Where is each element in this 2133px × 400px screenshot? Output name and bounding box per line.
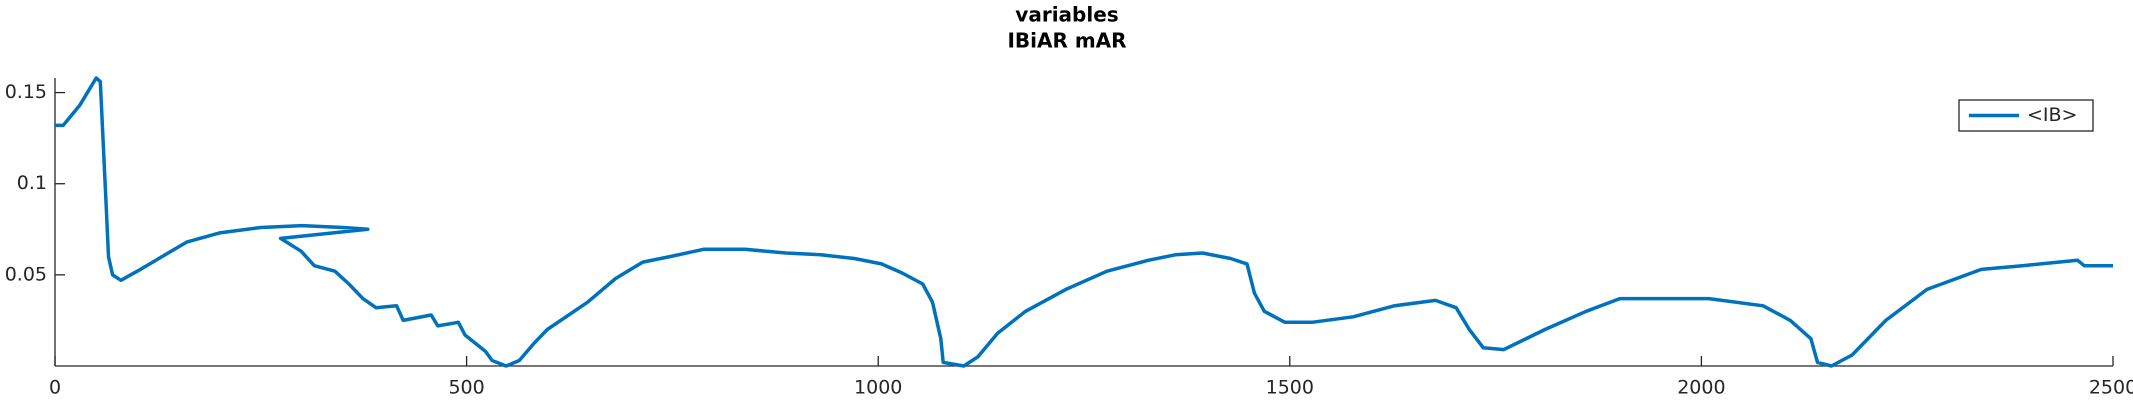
chart-subtitle: IBiAR mAR [1007,29,1126,53]
x-tick-label: 1000 [854,377,902,399]
y-tick-label: 0.15 [5,81,47,103]
x-tick-label: 1500 [1266,377,1314,399]
chart-title: variables [1015,3,1118,27]
data-line [55,76,2113,368]
legend-label: <IB> [2027,104,2077,126]
x-tick-label: 0 [49,377,61,399]
y-tick-label: 0.1 [17,172,47,194]
y-tick-label: 0.05 [5,263,47,285]
x-tick-label: 2500 [2089,377,2133,399]
x-tick-label: 500 [448,377,484,399]
x-tick-label: 2000 [1677,377,1725,399]
